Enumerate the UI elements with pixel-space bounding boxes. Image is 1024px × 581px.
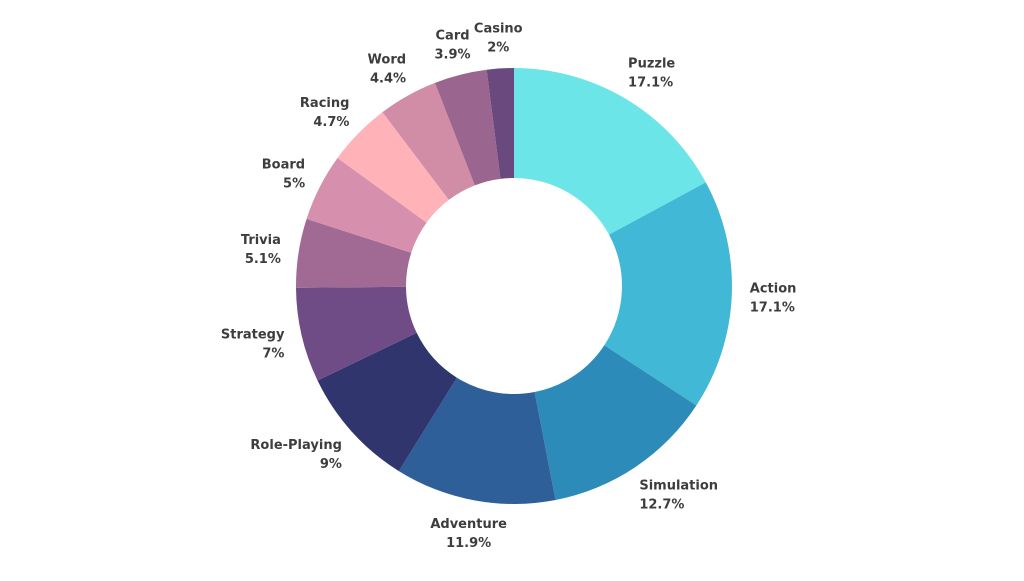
label-group: Puzzle 17.1% Action 17.1% Simulation 12.7% Adv… [221, 21, 797, 550]
slice-casino [486, 68, 514, 179]
slice-board [306, 158, 427, 253]
slice-label-casino: Casino [474, 21, 523, 36]
slice-action [604, 182, 732, 406]
slice-value-puzzle: 17.1% [628, 75, 673, 90]
slice-label-adventure: Adventure [430, 517, 507, 532]
slice-value-role-playing: 9% [320, 457, 342, 472]
slice-role-playing [317, 332, 457, 472]
slice-puzzle [514, 68, 706, 235]
slice-value-racing: 4.7% [313, 115, 349, 130]
slice-group [296, 68, 732, 504]
slice-word [382, 82, 475, 200]
slice-value-word: 4.4% [370, 72, 406, 87]
slice-value-trivia: 5.1% [245, 252, 281, 267]
slice-trivia [296, 218, 412, 288]
slice-value-action: 17.1% [750, 301, 795, 316]
slice-label-action: Action [750, 282, 797, 297]
slice-racing [337, 112, 449, 223]
slice-label-puzzle: Puzzle [628, 56, 675, 71]
slice-value-card: 3.9% [434, 48, 470, 63]
slice-label-strategy: Strategy [221, 328, 285, 343]
slice-label-racing: Racing [300, 96, 350, 111]
slice-strategy [296, 286, 417, 381]
slice-label-trivia: Trivia [241, 233, 281, 248]
slice-value-adventure: 11.9% [446, 536, 491, 551]
slice-simulation [534, 345, 697, 501]
slice-label-word: Word [368, 53, 407, 68]
slice-value-strategy: 7% [262, 347, 284, 362]
slice-value-simulation: 12.7% [639, 498, 684, 513]
slice-label-simulation: Simulation [639, 479, 718, 494]
slice-label-role-playing: Role-Playing [250, 438, 341, 453]
slice-value-casino: 2% [487, 40, 509, 55]
slice-card [434, 69, 501, 186]
slice-label-board: Board [262, 158, 305, 173]
slice-adventure [398, 377, 556, 504]
slice-value-board: 5% [283, 177, 305, 192]
slice-label-card: Card [436, 29, 470, 44]
